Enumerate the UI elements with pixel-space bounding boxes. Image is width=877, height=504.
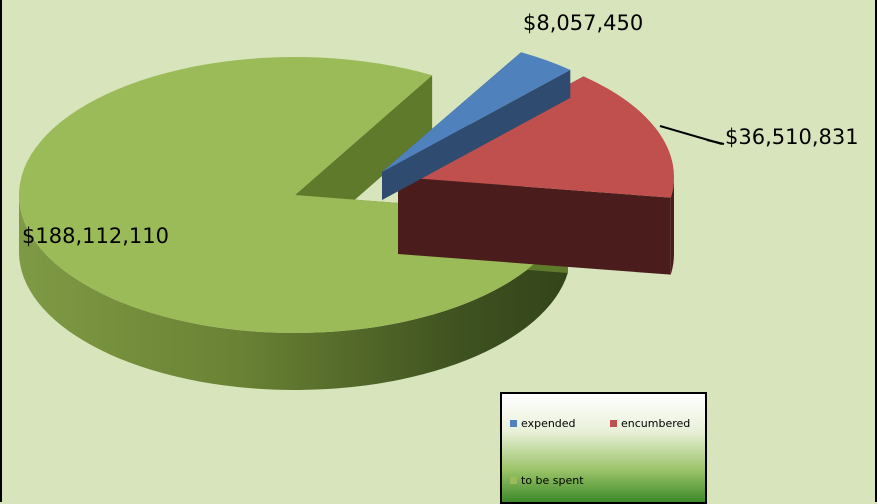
- slice-expended: [382, 52, 571, 200]
- legend: expended encumbered to be spent: [500, 392, 707, 504]
- slice-top-encumbered: [398, 76, 674, 198]
- slice-side-encumbered-0: [670, 177, 675, 275]
- slice-face-encumbered-1: [398, 177, 671, 275]
- data-label-encumbered: $36,510,831: [725, 125, 859, 149]
- legend-label-expended: expended: [521, 417, 576, 430]
- legend-label-encumbered: encumbered: [621, 417, 691, 430]
- data-label-to-be-spent: $188,112,110: [22, 224, 169, 248]
- data-label-expended: $8,057,450: [523, 11, 643, 35]
- leader-line-encumbered-2: [706, 139, 725, 145]
- legend-label-to-be-spent: to be spent: [521, 474, 584, 487]
- legend-swatch-encumbered: [610, 420, 617, 427]
- slice-top-to-be-spent: [19, 56, 568, 334]
- legend-item-expended: expended: [510, 417, 576, 430]
- slice-face-expended-1: [382, 69, 571, 200]
- legend-item-encumbered: encumbered: [610, 417, 690, 430]
- slice-encumbered: [398, 76, 675, 275]
- legend-swatch-to-be-spent: [510, 477, 517, 484]
- slice-top-expended: [382, 52, 571, 172]
- slice-side-to-be-spent-0: [19, 195, 568, 391]
- legend-item-to-be-spent: to be spent: [510, 474, 584, 487]
- legend-swatch-expended: [510, 420, 517, 427]
